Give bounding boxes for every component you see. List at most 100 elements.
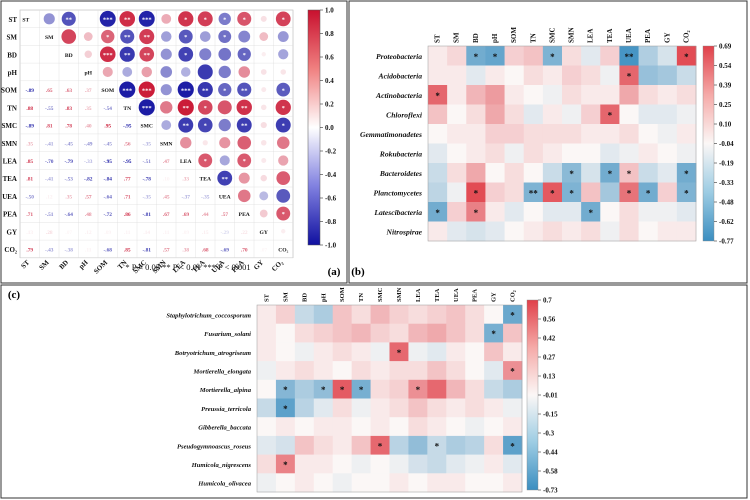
significance-mark: * (204, 158, 207, 165)
heatmap-cell (447, 65, 467, 86)
correlation-value: .07 (260, 247, 267, 253)
correlation-circle (160, 66, 173, 78)
correlation-value: .38 (182, 247, 189, 253)
heatmap-cell (428, 104, 448, 125)
colorbar-tick-label: -0.01 (543, 392, 558, 400)
colorbar-tick-label: 0.56 (543, 316, 556, 324)
heatmap-cell (428, 221, 448, 242)
correlation-value: .81 (26, 177, 33, 183)
heatmap-cell (428, 143, 448, 164)
correlation-circle (238, 66, 251, 78)
colorbar-tick-label: -1.0 (325, 242, 337, 250)
heatmap-cell (427, 435, 447, 455)
heatmap-cell (657, 163, 678, 183)
diagonal-label: PEA (239, 212, 250, 218)
heatmap-cell (446, 454, 466, 474)
panel-b-colorbar: 0.69 0.54 0.39 0.25 0.10 -0.04 -0.19 -0.33 -0.48… (702, 43, 734, 246)
diagonal-label: TEA (199, 177, 211, 183)
heatmap-cell (581, 85, 601, 105)
heatmap-cell (562, 124, 582, 144)
heatmap-cell (447, 85, 467, 105)
correlation-value: -.70 (45, 159, 54, 165)
column-label: BD (472, 33, 480, 43)
heatmap-cell (446, 379, 466, 399)
heatmap-cell (600, 182, 620, 203)
correlation-circle (218, 83, 232, 97)
significance-mark: * (204, 16, 207, 23)
column-label: UEA (453, 288, 460, 302)
heatmap-cell (504, 85, 525, 105)
correlation-value: -.35 (142, 194, 151, 200)
correlation-value: .85 (26, 159, 33, 165)
significance-mark: * (184, 34, 187, 41)
correlation-circle (139, 46, 155, 62)
column-label: CO₂ (510, 290, 517, 302)
heatmap-cell (619, 143, 639, 164)
significance-mark: * (435, 441, 440, 451)
column-label: TEA (434, 288, 441, 302)
correlation-circle (218, 30, 232, 43)
heatmap-cell (257, 435, 277, 455)
heatmap-cell (294, 323, 315, 343)
heatmap-cell (504, 202, 525, 222)
row-label: CO₂ (4, 246, 17, 254)
heatmap-cell (485, 85, 505, 105)
heatmap-cell (446, 361, 466, 381)
significance-mark: * (282, 211, 285, 218)
correlation-value: .95 (104, 124, 111, 130)
row-label: Proteobacteria (376, 52, 422, 61)
row-label: Actinobacteria (375, 91, 422, 100)
correlation-value: .81 (46, 124, 53, 130)
column-label: SMN (568, 27, 576, 43)
colorbar-tick-label: 0.54 (719, 62, 732, 70)
correlation-circle (236, 99, 252, 116)
panel-c-colorbar-gradient (526, 299, 539, 491)
significance-mark: * (223, 34, 226, 41)
correlation-value: .63 (65, 88, 72, 94)
panel-a-matrix: STSTSTSMSMSMBDBDBDpHpHpHSOMSOMSOMTNTNTNS… (1, 9, 294, 275)
heatmap-cell (313, 398, 334, 418)
correlation-circle (99, 10, 116, 27)
correlation-value: .22 (241, 230, 248, 236)
correlation-value: -.78 (142, 177, 151, 183)
correlation-circle (161, 13, 172, 24)
significance-mark: * (204, 105, 207, 112)
row-label: Nitrospirae (386, 227, 423, 236)
column-label: GY (663, 33, 671, 44)
heatmap-cell (676, 46, 697, 66)
correlation-circle (197, 117, 213, 133)
heatmap-cell (294, 379, 315, 399)
heatmap-cell (427, 305, 447, 325)
heatmap-cell (389, 454, 409, 474)
heatmap-cell (619, 104, 639, 125)
heatmap-cell (275, 305, 296, 325)
significance-mark: *** (122, 87, 132, 94)
row-label: Pseudogymnoascus_roseus (177, 443, 251, 450)
heatmap-cell (466, 46, 486, 66)
correlation-circle (276, 171, 291, 185)
row-label: Preussia_terricola (201, 406, 252, 413)
heatmap-cell (351, 305, 371, 325)
significance-mark: * (510, 441, 515, 451)
heatmap-cell (370, 398, 390, 418)
correlation-value: .33 (182, 177, 189, 183)
significance-mark: * (646, 188, 651, 198)
correlation-value: .10 (163, 177, 170, 183)
correlation-circle (180, 137, 192, 149)
heatmap-cell (581, 221, 601, 242)
heatmap-cell (446, 342, 466, 362)
heatmap-cell (562, 163, 582, 183)
significance-mark: * (435, 208, 440, 218)
correlation-circle (217, 170, 233, 186)
heatmap-cell (465, 305, 485, 325)
heatmap-cell (275, 342, 296, 362)
heatmap-cell (676, 202, 697, 222)
correlation-value: -.84 (103, 177, 112, 183)
heatmap-cell (562, 182, 582, 203)
colorbar-tick-label: -0.15 (543, 411, 558, 419)
column-label: PEA (644, 29, 652, 43)
correlation-value: -.81 (142, 247, 151, 253)
correlation-circle (275, 11, 291, 27)
heatmap-cell (408, 435, 428, 455)
heatmap-cell (257, 398, 277, 418)
